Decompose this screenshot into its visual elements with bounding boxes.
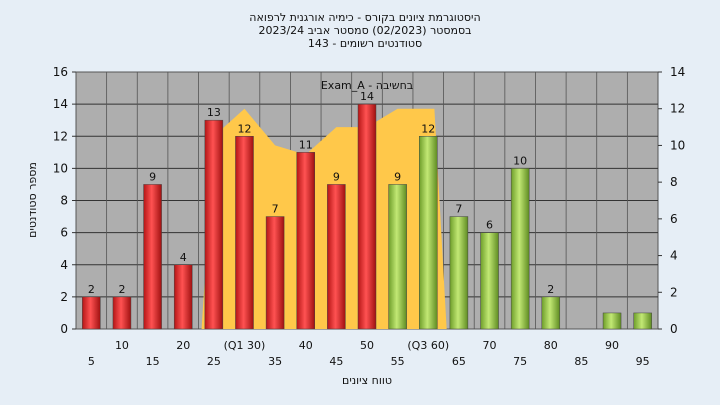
exam-annotation: Exam_A - בחשיבה <box>321 79 413 92</box>
bar-label-75: 10 <box>513 154 527 167</box>
bar-20 <box>173 264 193 330</box>
bar-50 <box>357 103 377 330</box>
bar-label-40: 11 <box>299 138 313 151</box>
x-tick-label: (Q3 60) <box>407 339 449 352</box>
bar-25 <box>204 119 224 330</box>
chart-title-line-3: 143 - סטודנטים רשומים <box>308 37 422 50</box>
bar-label-80: 2 <box>547 283 554 296</box>
y2-tick-label: 4 <box>670 249 678 263</box>
bar-label-55: 9 <box>394 170 401 183</box>
bar-label-30: 12 <box>237 122 251 135</box>
bars-layer <box>82 103 652 330</box>
chart-title-line-1: היסטוגרמת ציונים בקורס - כימיה אורגנית ל… <box>249 11 480 24</box>
bar-95 <box>633 312 652 330</box>
y-tick-label: 14 <box>53 97 68 111</box>
x-tick-label: 45 <box>329 355 343 368</box>
y2-tick-label: 14 <box>670 65 685 79</box>
y2-tick-label: 0 <box>670 322 678 336</box>
bar-90 <box>602 312 622 330</box>
bar-label-5: 2 <box>88 283 95 296</box>
x-tick-label: 20 <box>176 339 190 352</box>
y2-tick-label: 8 <box>670 175 678 189</box>
y-tick-label: 2 <box>60 290 68 304</box>
bar-75 <box>510 168 530 330</box>
x-tick-label: 85 <box>574 355 588 368</box>
y2-tick-label: 6 <box>670 212 678 226</box>
bar-label-45: 9 <box>333 170 340 183</box>
x-tick-label: (Q1 30) <box>224 339 266 352</box>
x-tick-label: 70 <box>483 339 497 352</box>
y-tick-label: 16 <box>53 65 68 79</box>
bar-label-35: 7 <box>272 203 279 216</box>
y-tick-label: 0 <box>60 322 68 336</box>
x-tick-label: 40 <box>299 339 313 352</box>
bar-label-50: 14 <box>360 90 374 103</box>
y2-tick-label: 2 <box>670 285 678 299</box>
x-tick-label: 55 <box>391 355 405 368</box>
bar-label-20: 4 <box>180 251 187 264</box>
y-tick-label: 6 <box>60 226 68 240</box>
chart-title-line-2: בסמסטר (02/2023) סמסטר אביב 2023/24 <box>258 24 471 37</box>
bar-40 <box>296 152 315 330</box>
bar-label-25: 13 <box>207 106 221 119</box>
x-tick-label: 80 <box>544 339 558 352</box>
x-tick-label: 95 <box>636 355 650 368</box>
x-tick-label: 65 <box>452 355 466 368</box>
bar-label-15: 9 <box>149 170 156 183</box>
bar-70 <box>480 232 499 330</box>
bar-5 <box>82 296 101 330</box>
x-tick-label: 10 <box>115 339 129 352</box>
y2-tick-label: 10 <box>670 138 685 152</box>
bar-65 <box>449 216 469 330</box>
y2-tick-label: 12 <box>670 102 685 116</box>
grid-lines <box>76 72 658 329</box>
y-tick-label: 8 <box>60 194 68 208</box>
bar-label-65: 7 <box>455 203 462 216</box>
y-tick-label: 10 <box>53 161 68 175</box>
x-tick-label: 75 <box>513 355 527 368</box>
bar-30 <box>235 136 254 330</box>
bar-35 <box>265 216 285 330</box>
bar-label-60: 12 <box>421 122 435 135</box>
x-axis-title: טווח ציונים <box>342 374 392 387</box>
y-axis-title: מספר סטודנטים <box>26 162 39 238</box>
bar-55 <box>388 184 407 330</box>
bar-80 <box>541 296 561 330</box>
x-tick-label: 90 <box>605 339 619 352</box>
bar-45 <box>327 184 346 330</box>
bar-label-10: 2 <box>118 283 125 296</box>
bar-label-70: 6 <box>486 219 493 232</box>
axes-layer: 0 2 4 6 8 10 12 14 16 0 2 4 6 8 10 12 14 10 20 (Q1 30) 40 50 (… <box>53 65 686 368</box>
x-tick-label: 25 <box>207 355 221 368</box>
bar-10 <box>112 296 132 330</box>
bar-60 <box>419 136 438 330</box>
y-tick-label: 12 <box>53 129 68 143</box>
range-area-layer <box>201 108 447 329</box>
x-tick-label: 15 <box>146 355 160 368</box>
range-area <box>201 108 447 329</box>
x-tick-label: 5 <box>88 355 95 368</box>
x-tick-label: 50 <box>360 339 374 352</box>
x-tick-label: 35 <box>268 355 282 368</box>
y-tick-label: 4 <box>60 258 68 272</box>
bar-15 <box>143 184 162 330</box>
value-labels-layer: 2 2 9 4 13 12 7 11 9 14 9 12 7 6 10 2 <box>88 90 554 296</box>
